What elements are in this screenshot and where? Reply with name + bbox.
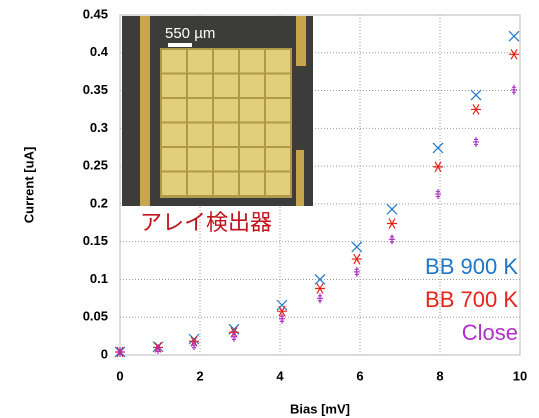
photo-pad <box>240 148 264 171</box>
x-tick-label: 2 <box>196 368 203 383</box>
data-point <box>389 234 395 244</box>
photo-pad <box>162 50 186 73</box>
data-point <box>231 332 237 342</box>
photo-pad <box>214 50 238 73</box>
photo-pad <box>162 75 186 98</box>
data-point <box>277 300 287 310</box>
photo-pad <box>162 124 186 147</box>
data-point <box>317 293 323 303</box>
data-point <box>471 90 481 100</box>
photo-pad <box>188 50 212 73</box>
photo-pad <box>266 173 290 196</box>
legend-label: BB 900 K <box>425 254 518 279</box>
scale-label: 550 µm <box>165 25 215 42</box>
photo-pad <box>266 99 290 122</box>
x-tick-label: 8 <box>436 368 443 383</box>
data-point <box>387 204 397 214</box>
data-point <box>473 137 479 147</box>
photo-strip <box>296 150 304 206</box>
photo-pad <box>214 173 238 196</box>
photo-pad <box>240 50 264 73</box>
photo-pad <box>214 124 238 147</box>
y-tick-label: 0.15 <box>83 233 108 248</box>
y-tick-label: 0.3 <box>90 120 108 135</box>
photo-pad <box>266 50 290 73</box>
photo-pad <box>266 75 290 98</box>
y-tick-label: 0.1 <box>90 271 108 286</box>
data-point <box>315 284 325 294</box>
photo-pad <box>188 124 212 147</box>
photo-pad <box>214 99 238 122</box>
photo-pad <box>266 124 290 147</box>
photo-pad <box>188 99 212 122</box>
data-point <box>471 104 481 114</box>
y-tick-label: 0.2 <box>90 195 108 210</box>
data-point <box>433 162 443 172</box>
x-tick-label: 10 <box>513 368 527 383</box>
photo-pad <box>162 173 186 196</box>
y-tick-label: 0.4 <box>90 44 109 59</box>
y-tick-label: 0.05 <box>83 309 108 324</box>
data-point <box>433 143 443 153</box>
legend-label: BB 700 K <box>425 287 518 312</box>
y-axis-label: Current [uA] <box>21 147 36 224</box>
inset-photo <box>122 16 313 206</box>
data-point <box>155 344 161 354</box>
x-axis-label: Bias [mV] <box>290 401 350 416</box>
data-point <box>315 274 325 284</box>
legend-label: Close <box>462 320 518 345</box>
photo-pad <box>240 173 264 196</box>
data-point <box>387 219 397 229</box>
photo-pad <box>266 148 290 171</box>
photo-pad <box>240 99 264 122</box>
photo-pad <box>162 148 186 171</box>
photo-pad <box>188 75 212 98</box>
photo-pad <box>214 148 238 171</box>
x-tick-label: 0 <box>116 368 123 383</box>
photo-pad <box>214 75 238 98</box>
photo-pad <box>240 75 264 98</box>
data-point <box>511 85 517 95</box>
photo-pad <box>188 148 212 171</box>
y-tick-label: 0 <box>101 346 108 361</box>
photo-pad <box>240 124 264 147</box>
photo-pad <box>188 173 212 196</box>
x-tick-label: 6 <box>356 368 363 383</box>
data-point <box>435 189 441 199</box>
photo-pad <box>162 99 186 122</box>
inset-caption: アレイ検出器 <box>140 210 272 235</box>
y-tick-label: 0.35 <box>83 82 108 97</box>
page: 550 µm アレイ検出器 Current [uA] Bias [mV] 0 0.… <box>0 0 539 418</box>
y-tick-label: 0.25 <box>83 158 108 173</box>
data-point <box>354 267 360 277</box>
data-point <box>509 49 519 59</box>
data-point <box>509 31 519 41</box>
photo-strip <box>140 16 150 206</box>
chart: 550 µm アレイ検出器 Current [uA] Bias [mV] 0 0.… <box>0 0 539 418</box>
x-tick-label: 4 <box>276 368 284 383</box>
photo-strip <box>296 16 306 66</box>
y-tick-label: 0.45 <box>83 6 108 21</box>
